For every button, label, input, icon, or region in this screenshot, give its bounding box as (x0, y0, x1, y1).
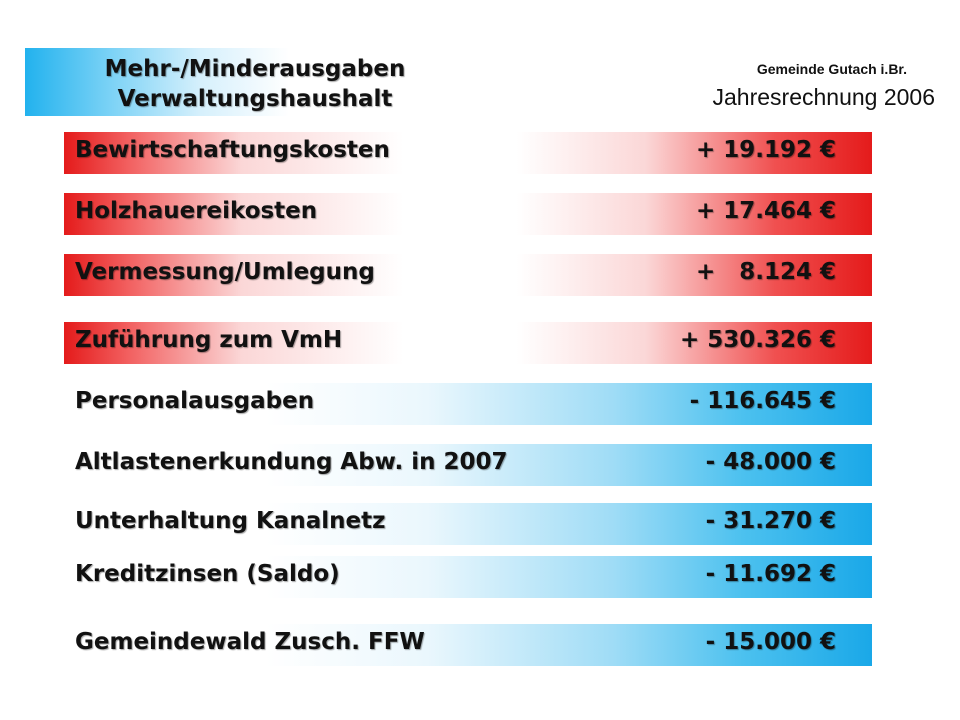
organization-name: Gemeinde Gutach i.Br. (756, 61, 907, 77)
row-label: Gemeindewald Zusch. FFW (75, 629, 425, 655)
row-value: - 31.270 € (705, 508, 836, 534)
title-line-1: Mehr-/Minderausgaben (104, 56, 406, 82)
row-label: Holzhauereikosten (75, 198, 318, 224)
expense-row-holzhauereikosten: Holzhauereikosten + 17.464 € (64, 193, 872, 235)
row-label: Vermessung/Umlegung (75, 259, 375, 285)
expense-row-bewirtschaftungskosten: Bewirtschaftungskosten + 19.192 € (64, 132, 872, 174)
row-value: - 11.692 € (705, 561, 836, 587)
expense-row-unterhaltung-kanalnetz: Unterhaltung Kanalnetz - 31.270 € (64, 503, 872, 545)
row-label: Bewirtschaftungskosten (75, 137, 390, 163)
row-value: + 17.464 € (695, 198, 836, 224)
row-label: Personalausgaben (75, 388, 315, 414)
row-value: + 8.124 € (695, 259, 836, 285)
row-label: Kreditzinsen (Saldo) (75, 561, 340, 587)
row-value: + 19.192 € (695, 137, 836, 163)
expense-row-altlastenerkundung: Altlastenerkundung Abw. in 2007 - 48.000… (64, 444, 872, 486)
row-label: Altlastenerkundung Abw. in 2007 (75, 449, 508, 475)
row-label: Unterhaltung Kanalnetz (75, 508, 386, 534)
row-label: Zuführung zum VmH (75, 327, 343, 353)
row-value: - 48.000 € (705, 449, 836, 475)
expense-row-vermessung-umlegung: Vermessung/Umlegung + 8.124 € (64, 254, 872, 296)
row-value: - 116.645 € (689, 388, 836, 414)
report-year: Jahresrechnung 2006 (712, 84, 936, 110)
expense-row-kreditzinsen: Kreditzinsen (Saldo) - 11.692 € (64, 556, 872, 598)
expense-row-personalausgaben: Personalausgaben - 116.645 € (64, 383, 872, 425)
row-value: + 530.326 € (679, 327, 836, 353)
expense-row-gemeindewald-zusch-ffw: Gemeindewald Zusch. FFW - 15.000 € (64, 624, 872, 666)
row-value: - 15.000 € (705, 629, 836, 655)
title-box: Mehr-/Minderausgaben Verwaltungshaushalt (25, 48, 465, 116)
expense-row-zufuehrung-vmh: Zuführung zum VmH + 530.326 € (64, 322, 872, 364)
title-line-2: Verwaltungshaushalt (117, 86, 393, 112)
